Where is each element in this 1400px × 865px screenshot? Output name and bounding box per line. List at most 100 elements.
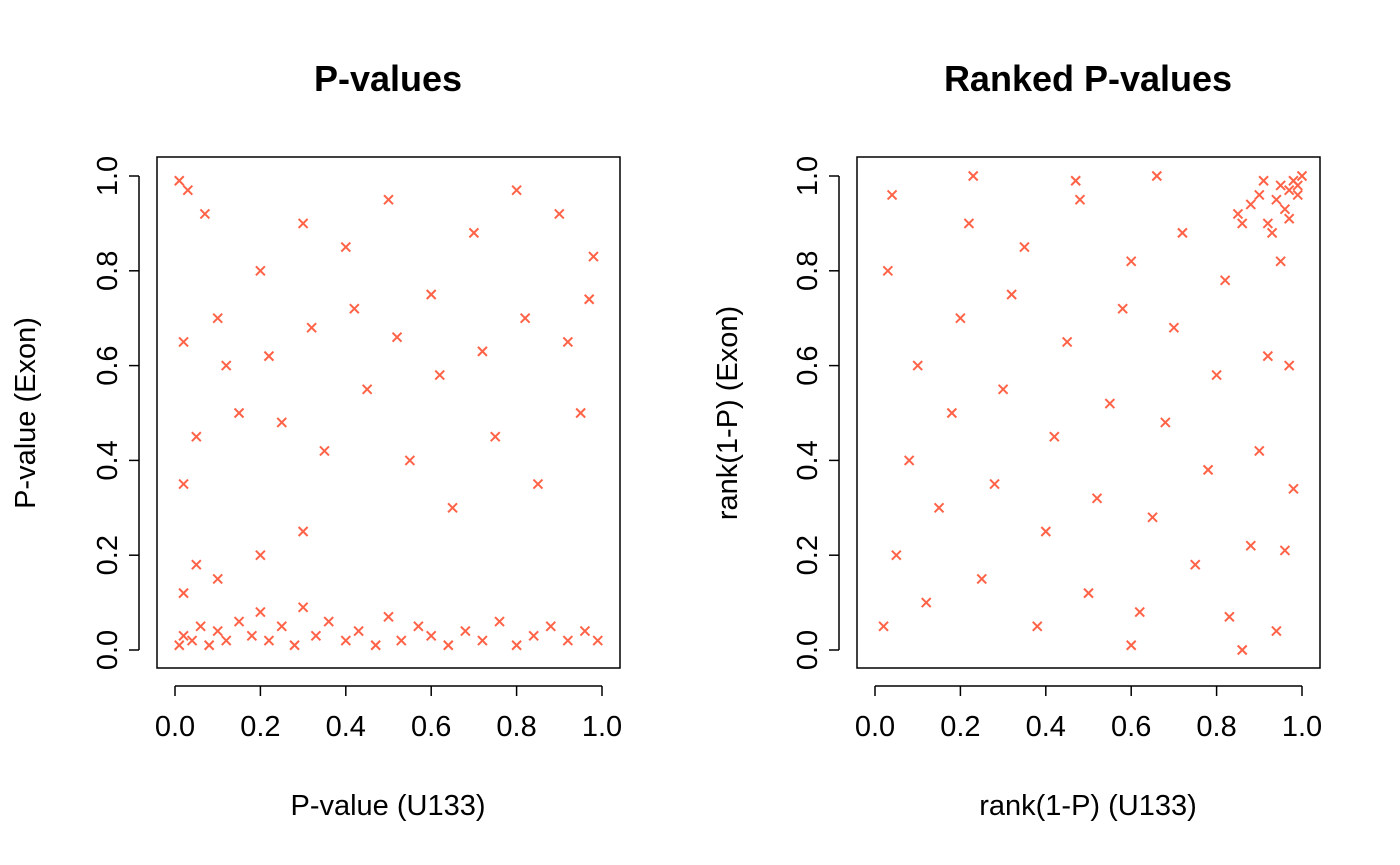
y-tick-label: 1.0 xyxy=(92,156,124,196)
scatter-point xyxy=(1254,189,1265,201)
scatter-point xyxy=(933,502,945,514)
scatter-point xyxy=(1275,180,1286,191)
plot-frame xyxy=(156,156,621,669)
plot-frame xyxy=(856,156,1321,669)
scatter-point xyxy=(1125,256,1137,267)
scatter-point xyxy=(1202,464,1214,476)
scatter-point xyxy=(511,640,522,651)
scatter-panel-pvalues: P-values 0.0 0.2 0.4 0.6 0.8 1.0 0.0 0.2 0.4 0.6… xyxy=(10,58,622,822)
data-points xyxy=(174,175,603,651)
scatter-point xyxy=(532,478,544,490)
scatter-point xyxy=(1074,194,1086,205)
scatter-point xyxy=(1147,512,1158,523)
scatter-point xyxy=(494,616,505,627)
y-tick-label: 0.8 xyxy=(92,251,124,291)
scatter-point xyxy=(212,573,223,585)
scatter-point xyxy=(968,170,979,182)
x-tick-label: 0.4 xyxy=(1026,711,1066,743)
scatter-point xyxy=(989,478,1000,490)
scatter-point xyxy=(1266,227,1278,239)
scatter-point xyxy=(186,635,198,646)
x-axis-label: P-value (U133) xyxy=(290,790,485,822)
scatter-point xyxy=(1271,625,1282,637)
scatter-point xyxy=(195,621,206,632)
scatter-point xyxy=(903,455,915,466)
scatter-point xyxy=(1190,559,1201,570)
scatter-point xyxy=(1211,369,1222,381)
scatter-point xyxy=(1168,322,1180,333)
x-tick-label: 0.4 xyxy=(326,711,366,743)
x-tick-label: 1.0 xyxy=(1282,711,1322,743)
scatter-point xyxy=(477,346,488,357)
scatter-point xyxy=(434,369,445,381)
scatter-point xyxy=(246,630,258,641)
scatter-point xyxy=(1279,545,1291,556)
scatter-point xyxy=(490,431,501,442)
scatter-point xyxy=(443,640,454,651)
x-axis-label: rank(1-P) (U133) xyxy=(979,790,1197,822)
scatter-point xyxy=(383,611,394,623)
scatter-point xyxy=(468,227,480,239)
scatter-point xyxy=(588,251,599,262)
scatter-point xyxy=(255,265,266,277)
scatter-point xyxy=(174,640,185,651)
scatter-point xyxy=(276,417,287,428)
scatter-point xyxy=(413,621,424,632)
scatter-point xyxy=(562,635,574,646)
x-axis: 0.0 0.2 0.4 0.6 0.8 1.0 xyxy=(155,685,622,743)
x-tick-label: 0.0 xyxy=(155,711,195,743)
scatter-point xyxy=(425,630,437,641)
scatter-point xyxy=(182,185,194,196)
scatter-point xyxy=(1091,493,1103,504)
scatter-point xyxy=(1219,275,1231,286)
scatter-panel-ranked-pvalues: Ranked P-values 0.0 0.2 0.4 0.6 0.8 1.0 0.00.… xyxy=(712,58,1322,822)
scatter-point xyxy=(319,445,330,457)
scatter-point xyxy=(353,625,364,637)
scatter-point xyxy=(233,616,245,627)
scatter-point xyxy=(1283,185,1295,196)
scatter-point xyxy=(340,635,352,646)
scatter-point xyxy=(404,455,416,466)
scatter-point xyxy=(191,559,202,570)
scatter-point xyxy=(1283,360,1295,371)
y-tick-label: 0.4 xyxy=(792,440,824,480)
y-tick-label: 0.6 xyxy=(792,345,824,385)
x-axis: 0.0 0.2 0.4 0.6 0.8 1.0 xyxy=(855,685,1322,743)
scatter-point xyxy=(1296,170,1308,182)
scatter-point xyxy=(1288,483,1299,495)
scatter-point xyxy=(425,289,437,300)
scatter-point xyxy=(891,549,902,561)
scatter-point xyxy=(575,407,586,419)
scatter-point xyxy=(1061,336,1073,348)
scatter-point xyxy=(554,208,565,220)
scatter-point xyxy=(519,312,531,324)
scatter-point xyxy=(203,640,215,651)
scatter-point xyxy=(882,265,894,277)
scatter-point xyxy=(1151,170,1163,182)
scatter-point xyxy=(447,502,458,514)
scatter-point xyxy=(1160,417,1171,428)
scatter-point xyxy=(1245,199,1256,210)
scatter-point xyxy=(955,312,966,324)
scatter-point xyxy=(221,360,232,371)
scatter-point xyxy=(1032,621,1043,632)
y-axis-label: rank(1-P) (Exon) xyxy=(712,306,744,520)
x-tick-label: 0.2 xyxy=(240,711,280,743)
scatter-point xyxy=(1040,526,1052,537)
y-tick-label: 0.2 xyxy=(792,535,824,575)
scatter-point xyxy=(297,218,309,229)
y-axis: 0.0 0.2 0.4 0.6 0.8 1.0 xyxy=(792,156,840,670)
scatter-point xyxy=(255,549,266,561)
scatter-point xyxy=(1283,213,1295,224)
scatter-point xyxy=(886,189,898,201)
scatter-point xyxy=(310,630,322,641)
panel-title: P-values xyxy=(314,58,462,99)
scatter-point xyxy=(1019,241,1030,253)
y-tick-label: 1.0 xyxy=(792,156,824,196)
scatter-point xyxy=(297,602,309,613)
scatter-point xyxy=(1262,350,1274,362)
scatter-point xyxy=(579,625,591,637)
scatter-point xyxy=(370,640,381,651)
scatter-point xyxy=(1104,398,1116,409)
